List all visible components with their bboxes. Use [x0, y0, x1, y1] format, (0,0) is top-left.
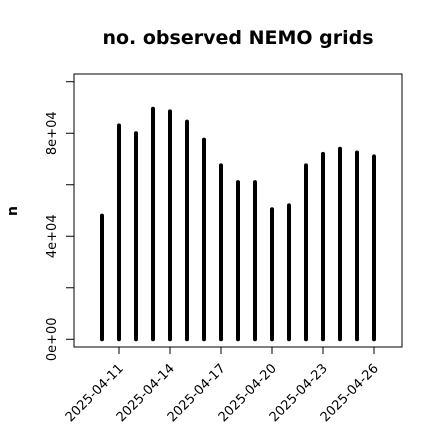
y-tick-label: 0e+00 [45, 317, 60, 361]
y-axis: 0e+00 4e+04 8e+04 [45, 81, 74, 361]
y-tick-label: 8e+04 [45, 111, 60, 155]
x-axis: 2025-04-112025-04-142025-04-172025-04-20… [63, 347, 382, 425]
plot-frame [73, 73, 403, 348]
y-axis-label: n [5, 206, 21, 216]
y-tick-label: 4e+04 [45, 214, 60, 258]
chart-title: no. observed NEMO grids [102, 27, 373, 49]
bars [100, 106, 376, 342]
